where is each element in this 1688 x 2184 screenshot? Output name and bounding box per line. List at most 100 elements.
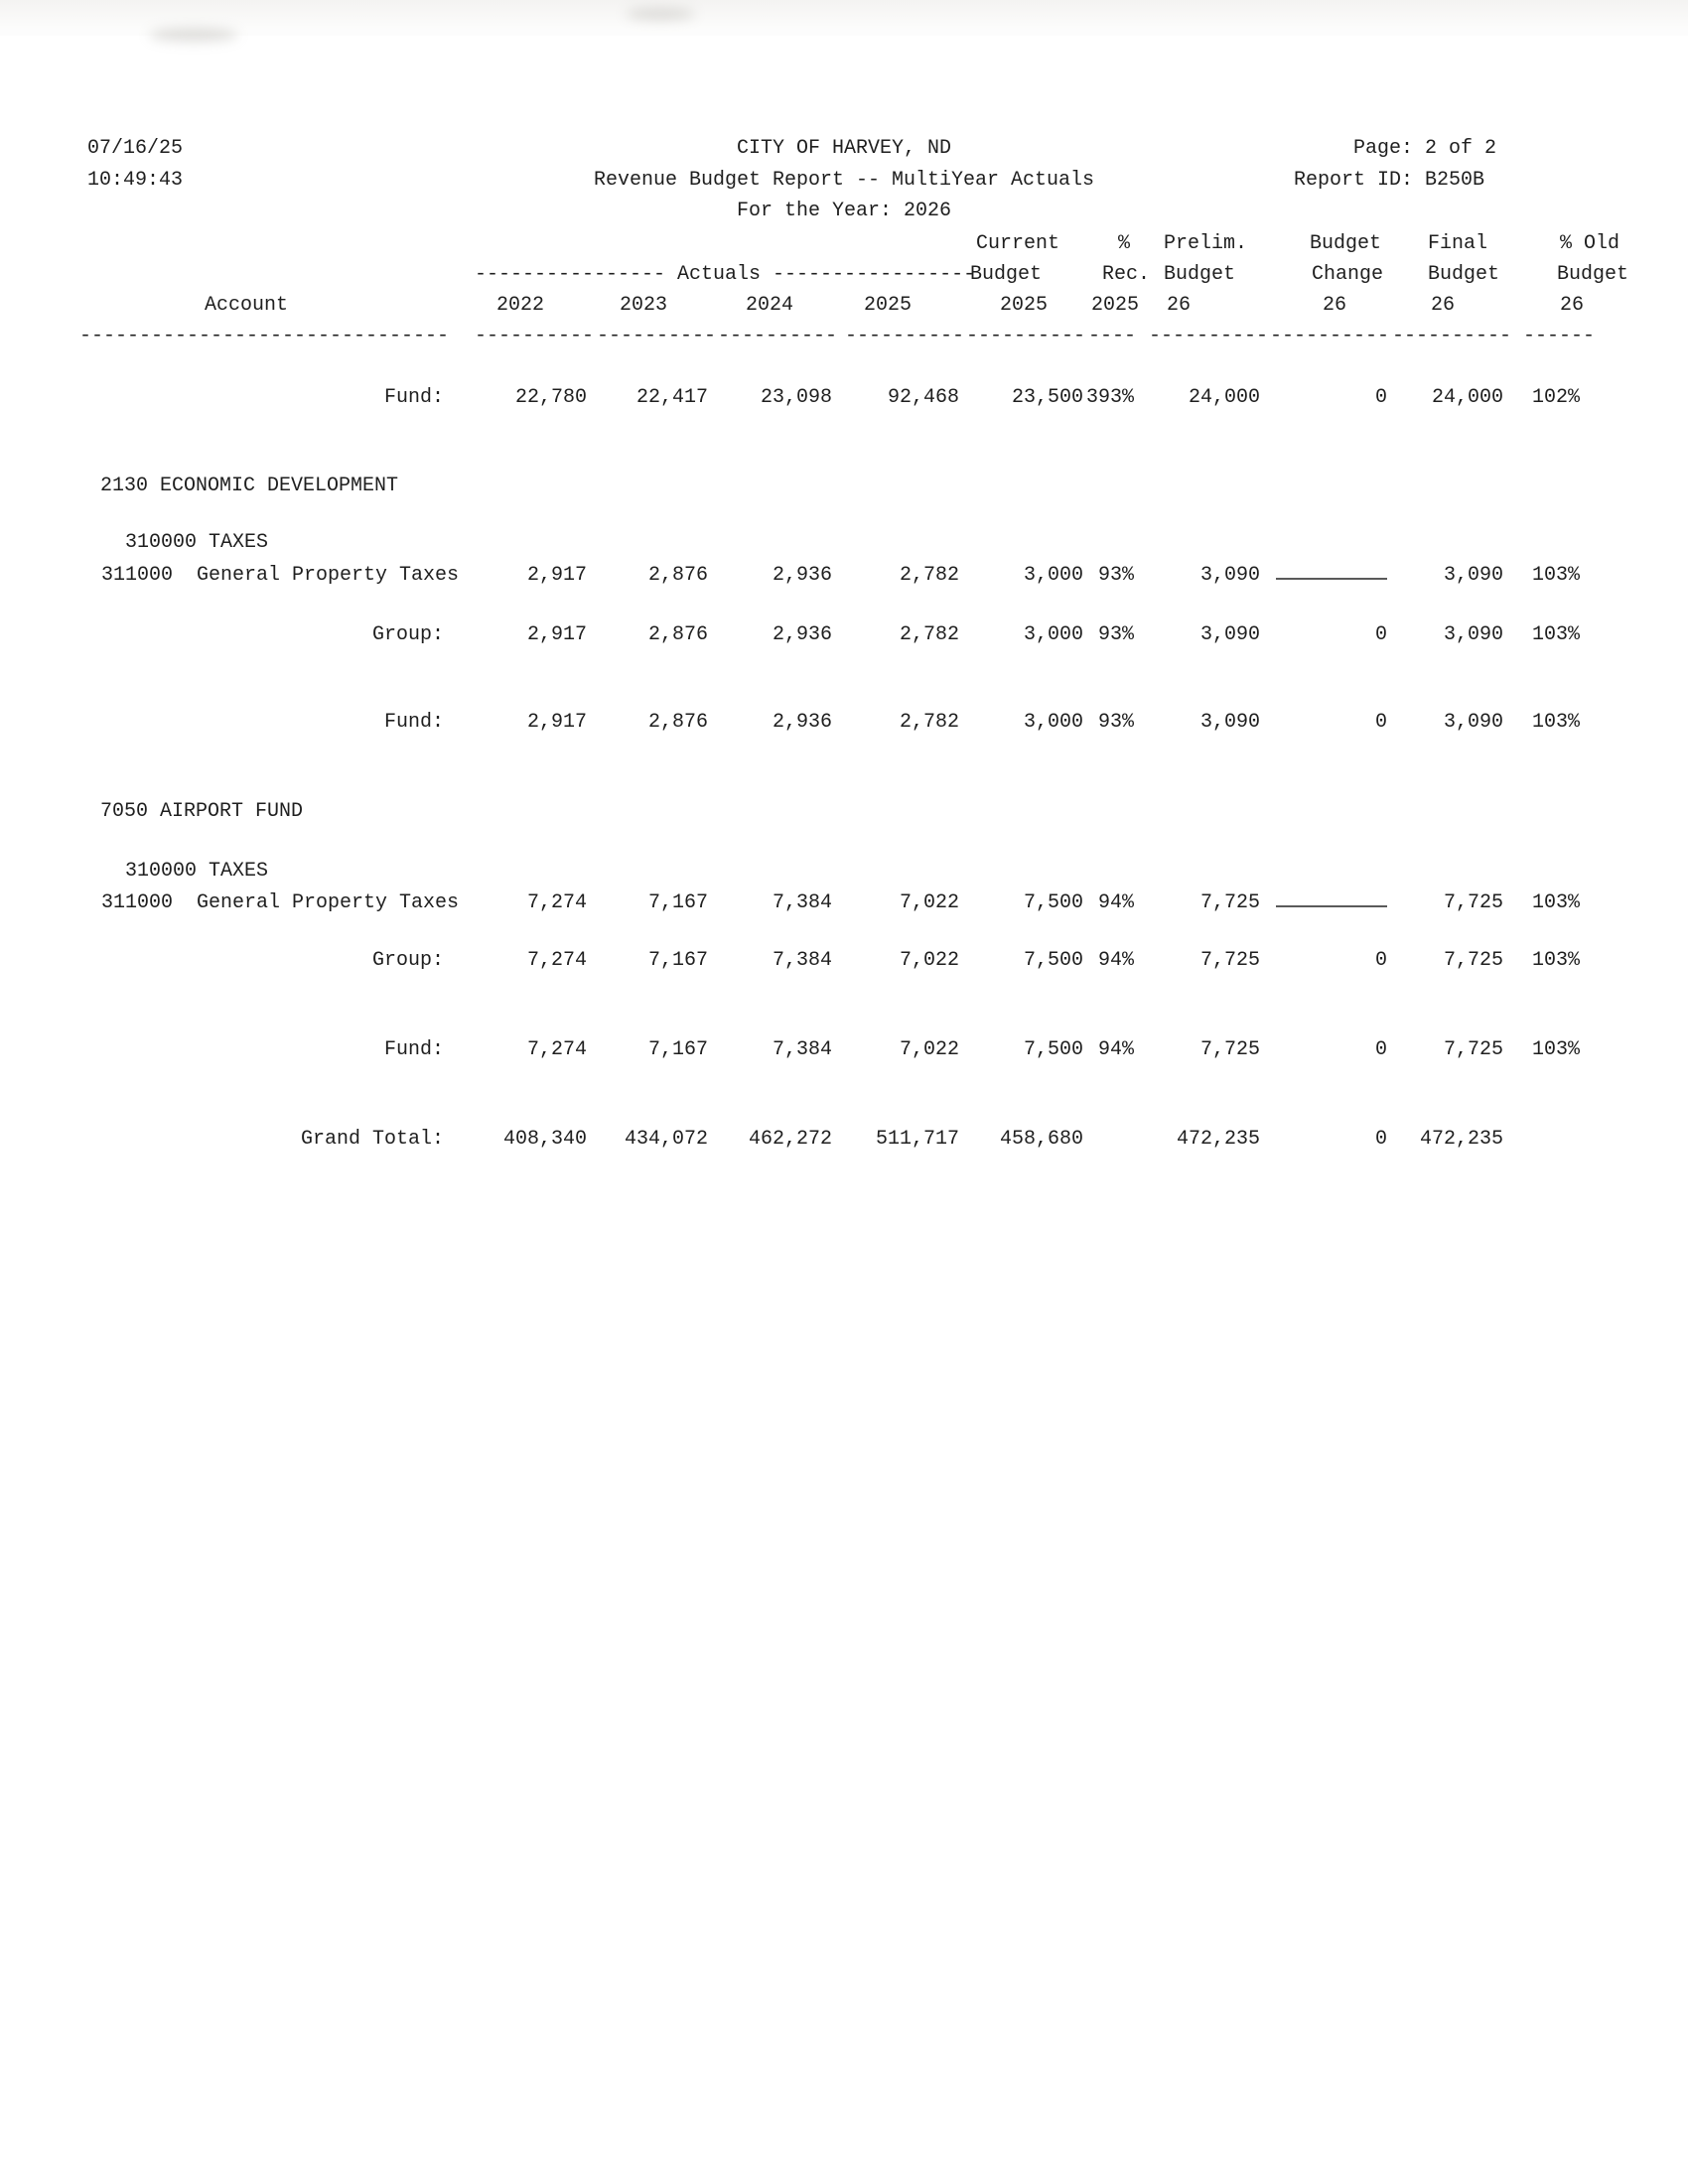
total-row: Fund: 7,274 7,167 7,384 7,022 7,500 94% 7,725 0 7… [77,1038,1580,1062]
dash-separator: ---------- [718,325,838,347]
cell-value: 2,917 [526,711,587,734]
fund-section-header-row: 7050 AIRPORT FUND [77,800,303,824]
scan-smudge [626,8,695,20]
row-label: Group: [371,949,444,972]
dash-separator: ------ [1523,325,1596,347]
report-date: 07/16/25 [87,137,184,160]
cell-value: 94% [1097,891,1134,914]
cell-value: 3,090 [1199,711,1260,734]
cell-value [1260,562,1387,588]
cell-value: 7,384 [772,949,832,972]
col-prelim-budget-header: Prelim. [1164,232,1248,255]
cell-value: 462,272 [748,1128,832,1151]
row-label: 310000 TAXES [125,531,269,554]
dash-separator: ---------- [845,325,965,347]
cell-value: 7,725 [1443,1038,1503,1061]
scan-smudge [149,28,238,42]
cell-value: 94% [1097,949,1134,972]
col-change-26-header: 26 [1323,294,1347,317]
dash-separator: ---------- [597,325,717,347]
cell-value: 22,780 [514,386,587,409]
cell-value: 511,717 [875,1128,959,1151]
cell-value: 103% [1531,711,1580,734]
cell-value: 7,167 [647,1038,708,1061]
cell-value: 93% [1097,623,1134,646]
cell-value: 24,000 [1188,386,1260,409]
dash-separator: ---------- [1392,325,1512,347]
col-2022-header: 2022 [496,294,545,317]
cell-value: 2,782 [899,623,959,646]
budget-change-blank-line [1276,562,1387,580]
cell-value: 7,384 [772,891,832,914]
row-label: 311000 General Property Taxes [101,564,460,587]
cell-value: 103% [1531,949,1580,972]
cell-value: 7,167 [647,891,708,914]
row-label: Fund: [383,1038,444,1061]
cell-value: 92,468 [887,386,959,409]
cell-value: 2,782 [899,564,959,587]
cell-value: 7,500 [1023,1038,1083,1061]
report-id: Report ID: B250B [1294,169,1485,192]
col-final-budget-header2: Budget [1428,263,1500,286]
col-pct-old-budget-header: % Old [1560,232,1620,255]
cell-value: 7,725 [1199,949,1260,972]
col-prelim-budget-header2: Budget [1164,263,1236,286]
cell-value: 103% [1531,891,1580,914]
cell-value: 103% [1531,1038,1580,1061]
budget-change-blank-line [1276,889,1387,907]
cell-value: 0 [1374,949,1387,972]
col-current-budget-header2: Budget [970,263,1043,286]
cell-value: 93% [1097,564,1134,587]
cell-value: 3,000 [1023,623,1083,646]
col-current-budget-header: Current [976,232,1060,255]
cell-value: 7,384 [772,1038,832,1061]
account-group-header-row: 310000 TAXES [77,860,268,884]
cell-value: 2,876 [647,711,708,734]
cell-value: 2,936 [772,623,832,646]
row-label: Grand Total: [300,1128,444,1151]
row-label: 311000 General Property Taxes [101,891,460,914]
cell-value: 393% [1085,386,1134,409]
total-row: Fund: 22,780 22,417 23,098 92,468 23,500 393% 2… [77,386,1580,410]
report-time: 10:49:43 [87,169,184,192]
cell-value: 472,235 [1176,1128,1260,1151]
account-group-header-row: 310000 TAXES [77,531,268,555]
col-pct-rec-header: % [1118,232,1131,255]
cell-value: 7,167 [647,949,708,972]
cell-value: 0 [1374,711,1387,734]
dash-separator: ---------- [1149,325,1269,347]
row-label: 7050 AIRPORT FUND [100,800,304,823]
row-label: 2130 ECONOMIC DEVELOPMENT [100,475,399,497]
col-old-26-header: 26 [1560,294,1585,317]
col-final-budget-header: Final [1428,232,1488,255]
cell-value: 94% [1097,1038,1134,1061]
dash-separator: ---- [1088,325,1137,347]
cell-value: 7,725 [1199,891,1260,914]
col-pct-rec-header2: Rec. [1102,263,1151,286]
cell-value: 0 [1374,1128,1387,1151]
total-row: Grand Total: 408,340 434,072 462,272 511,717… [77,1128,1580,1152]
col-2023-header: 2023 [620,294,668,317]
report-year-line: For the Year: 2026 [736,200,952,222]
cell-value: 7,274 [526,891,587,914]
col-prelim-26-header: 26 [1167,294,1192,317]
cell-value: 23,500 [1011,386,1083,409]
cell-value: 2,936 [772,711,832,734]
dash-separator: ---------- [475,325,595,347]
cell-value: 7,725 [1443,949,1503,972]
cell-value: 7,022 [899,949,959,972]
cell-value: 22,417 [635,386,708,409]
cell-value: 93% [1097,711,1134,734]
cell-value: 7,274 [526,949,587,972]
cell-value: 3,000 [1023,564,1083,587]
cell-value: 3,090 [1199,623,1260,646]
cell-value: 2,782 [899,711,959,734]
scan-artifact-band [0,0,1688,36]
dash-separator: ---------- [1270,325,1390,347]
cell-value: 103% [1531,623,1580,646]
cell-value: 3,090 [1199,564,1260,587]
account-detail-row: 311000 General Property Taxes 2,917 2,876 2… [77,562,1580,588]
total-row: Group: 7,274 7,167 7,384 7,022 7,500 94% 7,725 0… [77,949,1580,973]
row-label: 310000 TAXES [125,860,269,883]
